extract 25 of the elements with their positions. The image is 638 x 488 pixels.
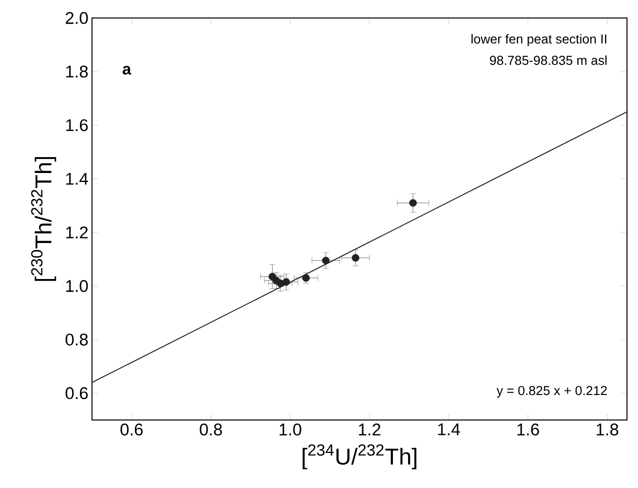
point [322,256,330,264]
y-axis-title: [$^{230}$Th/$^{232}$Th] [31,157,56,281]
annotation: a [122,66,132,75]
x-tick-label: 1.2 [358,424,380,436]
x-tick-label: 1.6 [517,424,539,436]
annotation: 98.785-98.835 m asl [490,55,607,65]
annotation: y = 0.825 x + 0.212 [496,386,607,398]
x-tick-label: 1.4 [438,424,460,436]
x-axis-title: [$^{234}$U/$^{232}$Th] [302,444,416,470]
point [282,278,290,286]
point [409,199,417,207]
y-tick-label: 1.4 [66,172,88,185]
point [352,254,360,262]
y-tick-label: 1.6 [66,119,88,132]
y-tick-label: 1.2 [66,226,88,238]
x-tick-label: 0.8 [200,424,222,436]
x-tick-label: 0.6 [120,424,143,436]
x-tick-label: 1.8 [596,424,618,436]
y-tick-label: 0.8 [66,334,88,346]
annotation: lower fen peat section II [472,34,606,46]
y-tick-label: 2.0 [66,12,88,24]
x-tick-label: 1.0 [280,424,302,436]
y-tick-label: 1.0 [66,280,88,292]
y-tick-label: 1.8 [66,66,88,78]
y-tick-label: 0.6 [66,387,88,400]
